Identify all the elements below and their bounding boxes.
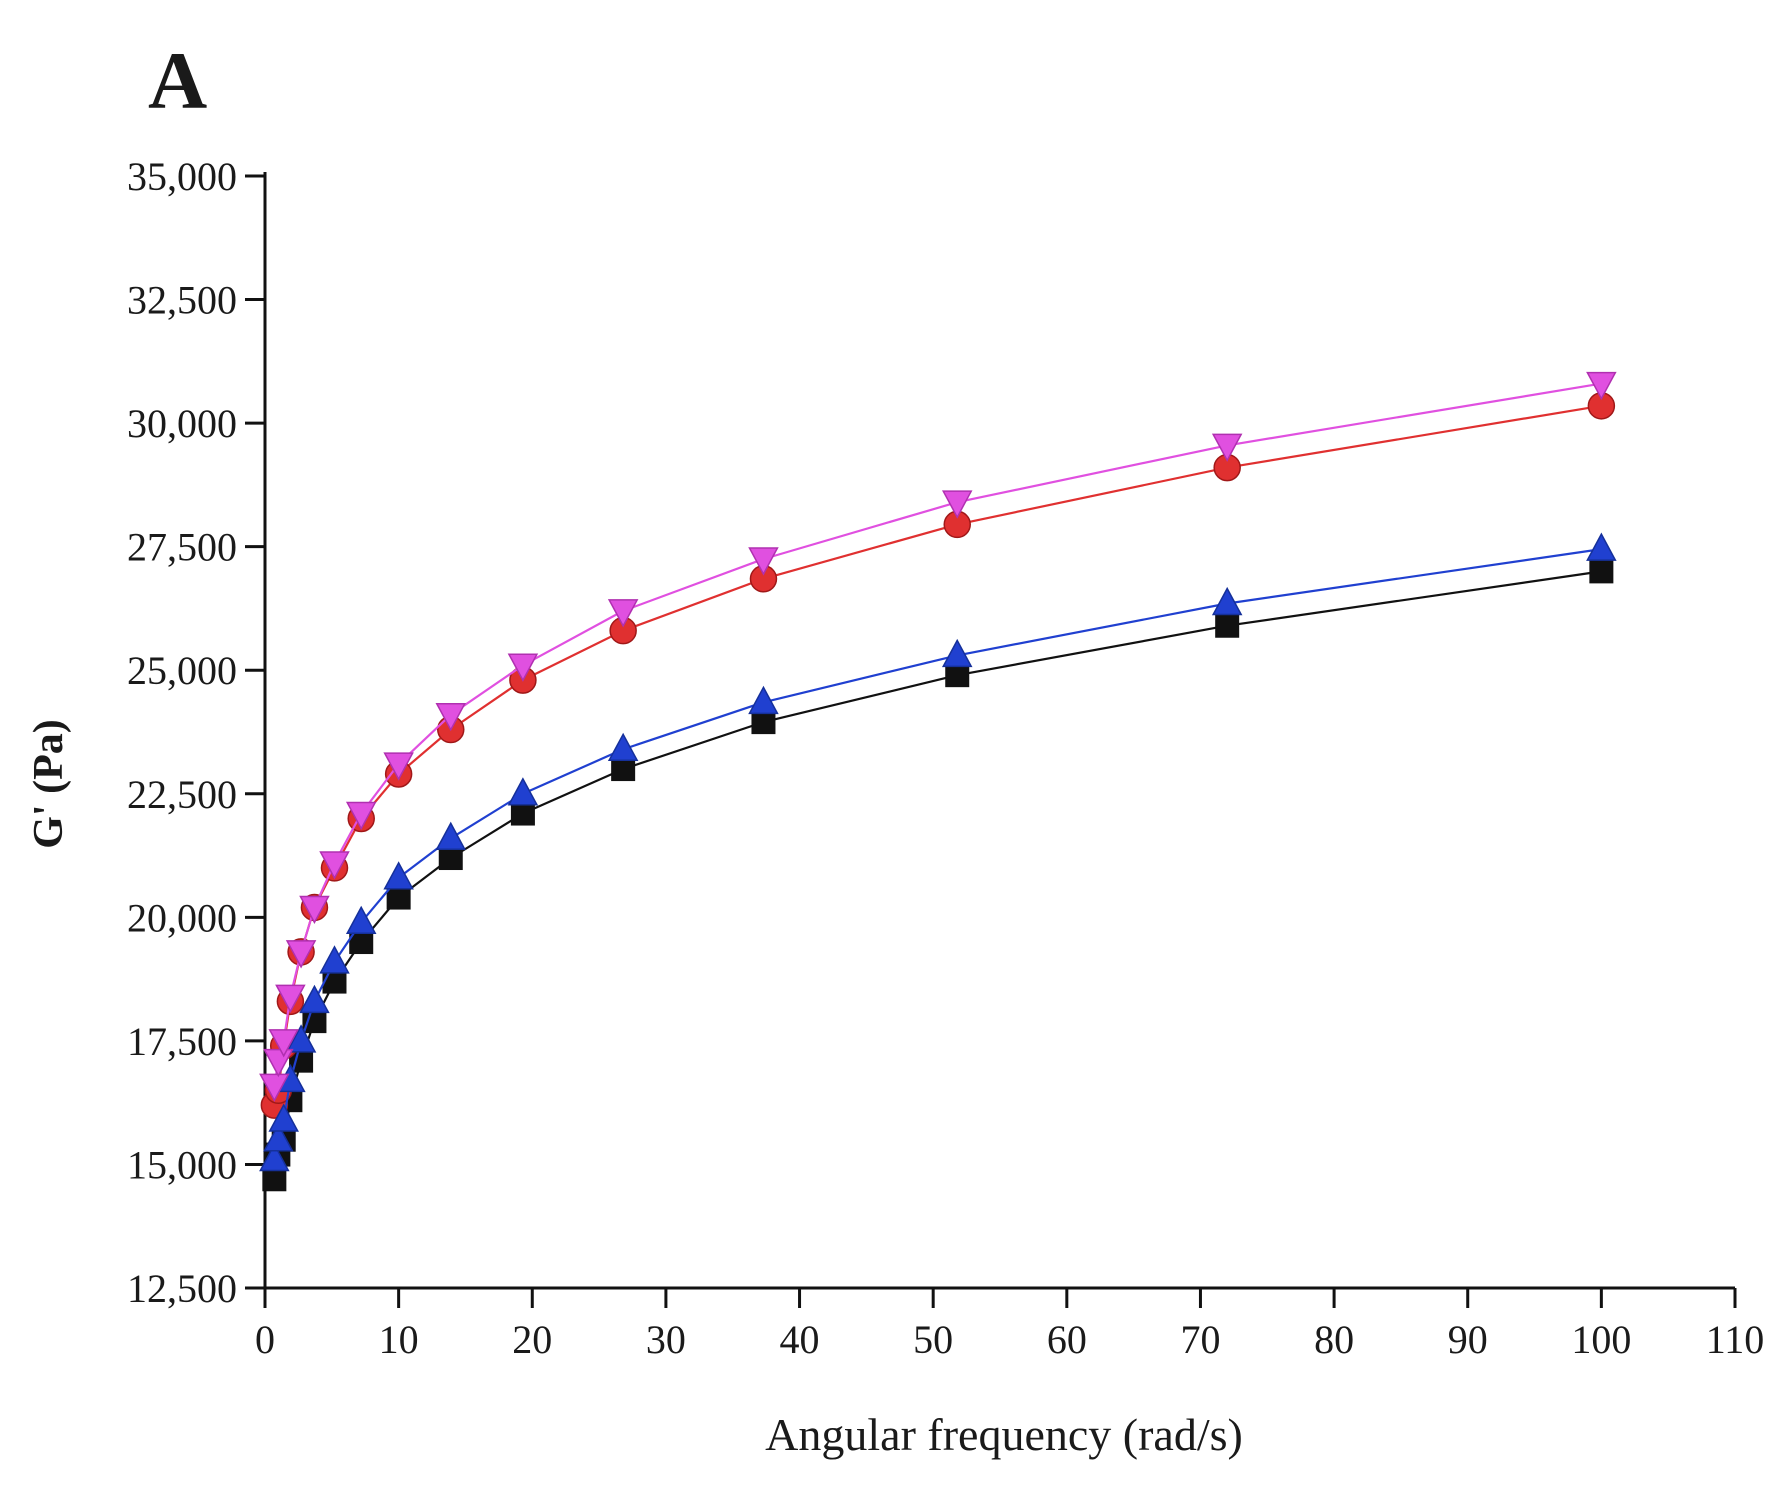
data-point [319,851,350,880]
axes: 0 10 20 30 40 50 60 70 80 90 100 110 12,500 15,000 17,… [127,154,1764,1362]
data-point [941,638,973,668]
series-2-circle [260,392,1616,1119]
data-point [751,710,776,735]
data-point [268,1029,299,1058]
data-point [510,801,535,826]
data-point [299,984,330,1014]
y-tick-label: 32,500 [127,278,237,323]
series-4-triangle-down [259,371,1617,1102]
data-point [607,732,639,762]
y-tick-label: 35,000 [127,154,237,199]
x-tick-label: 40 [780,1317,820,1362]
y-axis-title: G' (Pa) [26,719,72,848]
series-line [273,548,1602,1160]
data-point [607,599,639,628]
data-point [345,905,377,935]
x-tick-label: 110 [1706,1317,1765,1362]
data-point [941,490,973,519]
data-point [507,653,539,682]
series-line [273,570,1602,1180]
data-point [263,1048,294,1078]
data-point [1215,613,1240,638]
panel-label: A [148,35,207,126]
y-tick-label: 20,000 [127,895,237,940]
x-tick-label: 90 [1448,1317,1488,1362]
data-point [302,1009,327,1034]
x-tick-label: 30 [646,1317,686,1362]
data-point [319,945,350,974]
y-tick-label: 27,500 [127,525,237,570]
x-tick-label: 60 [1047,1317,1087,1362]
data-point [285,1024,317,1053]
data-point [268,1103,299,1132]
data-point [748,547,779,576]
x-tick-label: 80 [1314,1317,1354,1362]
data-point [1589,559,1614,584]
y-tick-label: 17,500 [127,1019,237,1064]
y-tick-label: 30,000 [127,401,237,446]
data-point [383,861,414,890]
series-3-triangle-up [259,532,1617,1172]
data-point [1211,433,1243,462]
y-tick-label: 15,000 [127,1142,237,1187]
series-layer [259,371,1617,1192]
x-tick-label: 70 [1180,1317,1220,1362]
data-point [386,885,411,910]
data-point [435,821,467,851]
data-point [435,702,467,732]
x-tick-label: 20 [512,1317,552,1362]
data-point [259,1142,290,1172]
y-tick-label: 25,000 [127,648,237,693]
y-tick-label: 22,500 [127,772,237,817]
x-axis-title: Angular frequency (rad/s) [765,1409,1243,1460]
data-point [748,685,779,715]
y-tick-label: 12,500 [127,1266,237,1311]
data-point [611,757,636,782]
data-point [299,895,330,925]
series-1-square [262,559,1614,1192]
x-tick-label: 100 [1571,1317,1631,1362]
data-point [345,801,377,831]
data-point [262,1167,287,1192]
series-line [273,404,1602,1106]
series-line [273,382,1602,1086]
data-point [263,1123,294,1152]
data-point [945,663,970,688]
data-point [383,752,414,781]
x-tick-label: 50 [913,1317,953,1362]
data-point [259,1073,290,1102]
data-point [275,984,306,1013]
data-point [1586,371,1617,401]
x-tick-label: 0 [255,1317,275,1362]
data-point [322,969,347,994]
data-point [438,846,463,871]
x-tick-label: 10 [379,1317,419,1362]
data-point [1586,532,1617,561]
data-point [507,777,539,806]
data-point [285,940,317,969]
data-point [1211,586,1243,616]
